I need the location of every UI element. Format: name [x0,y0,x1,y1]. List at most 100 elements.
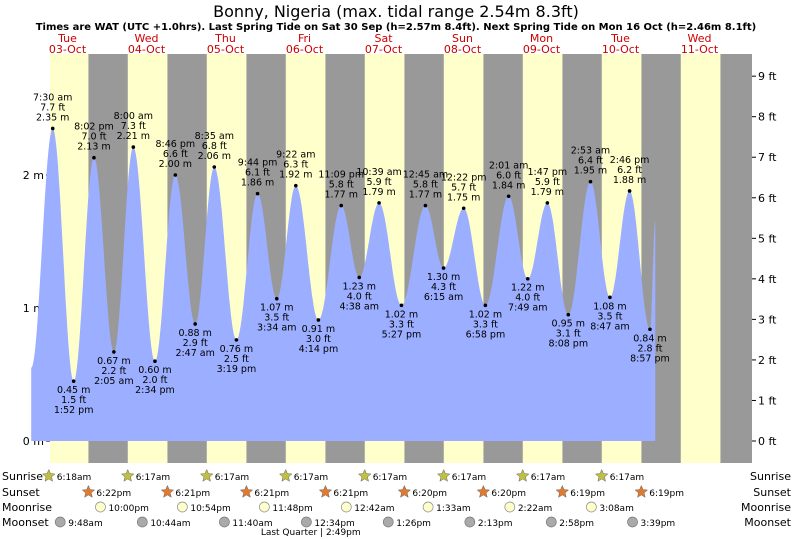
tide-height-m: 0.76 m [220,344,253,355]
tide-time: 9:22 am [276,150,315,161]
y-right-tick-label: 1 ft [758,394,777,407]
chart-subtitle: Times are WAT (UTC +1.0hrs). Last Spring… [36,22,757,33]
sunset-time: 6:21pm [333,489,368,499]
moonset-time: 2:58pm [559,519,594,529]
tide-height-m: 2.06 m [198,151,231,162]
sunrise-icon [120,468,135,482]
tide-point [112,350,116,354]
tide-height-m: 2.35 m [36,112,69,123]
sunrise-icon [278,468,293,482]
tide-time: 2:46 pm [610,155,650,166]
tide-time: 2:47 am [175,348,214,359]
tide-height-ft: 3.5 ft [264,313,289,324]
tide-height-m: 1.23 m [343,281,376,292]
day-date: 08-Oct [444,43,482,56]
high-tide-marker: 8:46 pm6.6 ft2.00 m [156,139,196,177]
sunset-icon [318,484,333,498]
tide-height-ft: 2.2 ft [101,366,126,377]
tide-time: 7:49 am [508,303,547,314]
tide-point [506,194,511,199]
row-label-left: Moonrise [2,501,52,514]
sunset-icon [634,484,649,498]
tide-height-ft: 4.0 ft [515,293,540,304]
tide-time: 6:58 pm [466,329,506,340]
y-right-tick-label: 4 ft [758,273,777,286]
tide-height-ft: 6.3 ft [283,160,308,171]
tide-point [483,303,488,308]
moonset-icon [545,516,557,528]
tide-height-ft: 5.9 ft [535,177,560,188]
tide-point [627,189,632,193]
row-label-right: Moonrise [741,501,791,514]
day-name: Thu [214,32,236,45]
tide-height-m: 0.60 m [138,365,171,376]
sunset-time: 6:20pm [412,489,447,499]
tide-height-m: 1.75 m [447,192,480,203]
tide-time: 4:38 am [340,301,379,312]
high-tide-marker: 8:02 pm7.0 ft2.13 m [74,122,114,160]
day-name: Tue [610,32,630,45]
moonset-time: 3:39pm [641,519,676,529]
tide-height-m: 1.95 m [574,166,607,177]
moonrise-icon [177,501,188,513]
tide-height-ft: 7.0 ft [81,132,106,143]
moonrise-icon [259,501,270,513]
y-right-tick-label: 9 ft [758,70,777,83]
tide-height-m: 1.86 m [241,178,274,189]
sunrise-time: 6:18am [57,473,92,483]
high-tide-marker: 2:46 pm6.2 ft1.88 m [610,155,650,193]
tide-point [131,145,136,149]
y-right-tick-label: 8 ft [758,111,777,124]
moonset-icon [301,516,312,528]
sunset-icon [555,484,570,498]
tide-time: 8:57 pm [630,353,670,364]
tide-height-ft: 5.7 ft [451,182,476,193]
low-tide-marker: 1.22 m4.0 ft7:49 am [508,276,547,314]
tide-time: 2:01 am [489,160,528,171]
tide-point [339,203,344,208]
tide-time: 2:34 pm [135,385,175,396]
tide-point [588,179,593,184]
tide-curve-layer [31,128,656,441]
day-date: 04-Oct [128,43,166,56]
sunrise-time: 6:17am [531,473,566,483]
tide-height-ft: 6.8 ft [202,141,227,152]
day-date: 09-Oct [523,43,561,56]
tide-point [399,303,404,308]
day-date: 05-Oct [207,43,245,56]
tide-height-m: 1.08 m [593,301,626,312]
tide-time: 8:46 pm [156,139,196,150]
y-right-tick-label: 7 ft [758,151,777,164]
high-tide-marker: 2:53 am6.4 ft1.95 m [571,146,610,184]
day-name: Wed [135,32,159,45]
tide-height-ft: 7.7 ft [40,102,65,113]
tide-point [441,266,446,270]
tide-point [648,327,652,332]
tide-point [316,318,321,322]
tide-extreme-labels: 7:30 am7.7 ft2.35 m 0.45 m1.5 ft1:52 pm 8:… [33,92,670,416]
tide-time: 8:02 pm [74,122,114,133]
tide-height-ft: 1.5 ft [61,395,86,406]
tide-point [566,312,571,317]
sunrise-icon [594,468,609,482]
tide-time: 12:22 pm [441,172,487,183]
tide-height-m: 1.77 m [325,190,358,201]
y-left-tick-label: 2 m [23,169,44,182]
high-tide-marker: 2:01 am6.0 ft1.84 m [489,160,528,199]
tide-height-ft: 2.0 ft [142,375,167,386]
tide-height-m: 2.13 m [77,142,110,153]
tide-time: 8:00 am [114,111,153,122]
tide-point [255,191,260,196]
moonset-time: 10:44am [150,519,190,529]
moonrise-icon [340,501,352,513]
daylight-band [680,54,721,463]
moon-phase: Last Quarter | 2:49pm [261,528,361,538]
tide-height-m: 1.77 m [409,190,442,201]
tide-height-m: 0.67 m [97,356,130,367]
low-tide-marker: 0.88 m2.9 ft2:47 am [175,322,215,359]
tide-time: 8:08 pm [548,339,588,350]
low-tide-marker: 0.67 m2.2 ft2:05 am [94,350,134,387]
moonset-time: 11:40am [232,519,272,529]
low-tide-marker: 1.07 m3.5 ft3:34 am [257,296,296,334]
